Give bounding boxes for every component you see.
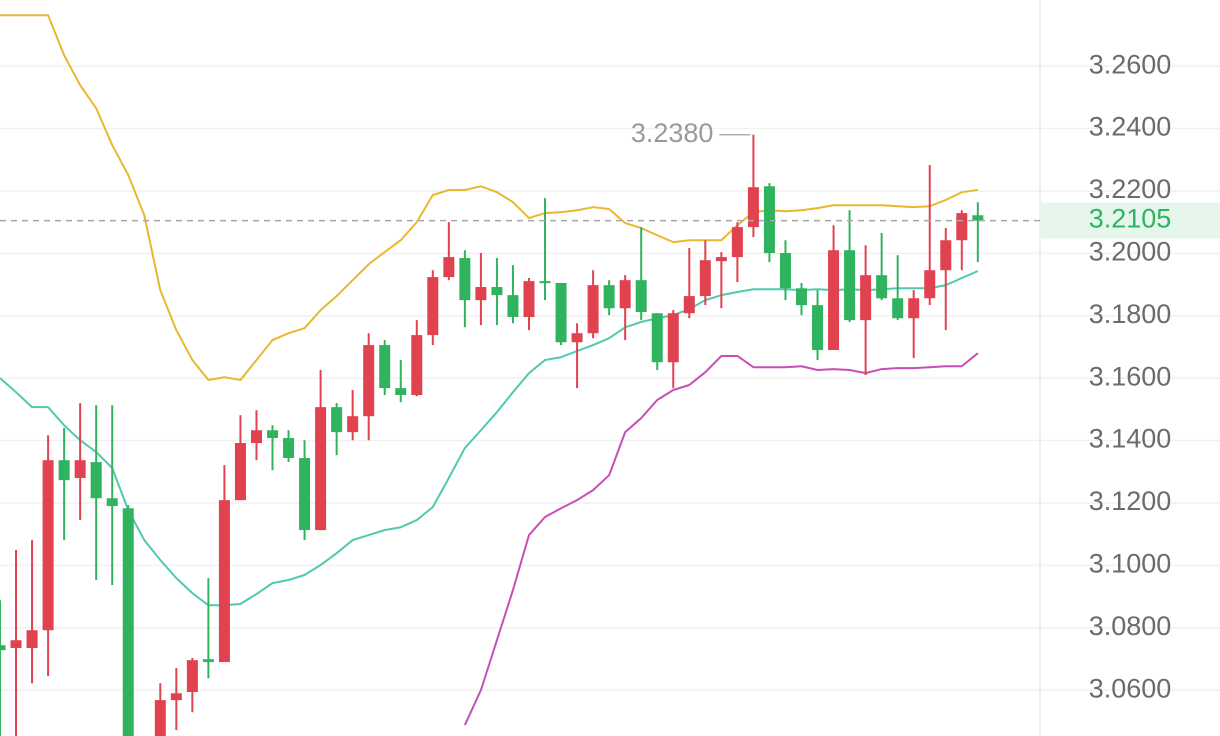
candle-body (427, 277, 439, 336)
candle-body (315, 407, 327, 531)
y-tick-label: 3.1400 (1089, 424, 1172, 454)
candle-body (395, 388, 407, 395)
candle-body (587, 285, 599, 334)
candle-body (747, 187, 759, 228)
candle-body (0, 645, 6, 651)
candle-body (443, 257, 455, 278)
band-line (0, 14, 978, 382)
candle-body (651, 313, 663, 363)
candle-body (186, 660, 198, 693)
candle-body (122, 508, 134, 736)
band-line (0, 270, 979, 607)
last-price-label: 3.2105 (1089, 204, 1172, 234)
candle-body (667, 313, 679, 363)
last-price-box (1040, 202, 1220, 239)
candle-body (763, 186, 775, 254)
y-tick-label: 3.1000 (1089, 548, 1172, 578)
candle-body (42, 460, 54, 631)
y-tick-label: 3.2400 (1089, 112, 1172, 142)
candle-body (828, 250, 840, 351)
candle-body (202, 659, 214, 663)
candle-body (331, 407, 343, 433)
candle-body (154, 700, 166, 736)
candle-body (619, 280, 631, 309)
candle-body (267, 430, 279, 439)
candle-body (972, 215, 984, 221)
candle-body (507, 295, 519, 317)
candle-body (26, 630, 38, 649)
candle-body (347, 416, 359, 433)
candle-body (635, 280, 647, 312)
candle-body (523, 281, 535, 317)
candle-body (956, 213, 968, 241)
candle-body (844, 250, 856, 321)
candle-body (683, 296, 695, 314)
candle-body (411, 335, 423, 395)
candle-body (603, 285, 615, 309)
candle-body (779, 253, 791, 289)
candle-body (908, 298, 920, 319)
candle-body (10, 640, 22, 649)
y-tick-label: 3.2200 (1089, 174, 1172, 204)
candle-body (379, 345, 391, 389)
candle-body (90, 462, 102, 499)
y-tick-label: 3.0800 (1089, 611, 1172, 641)
y-tick-label: 3.0600 (1089, 673, 1172, 703)
candle-body (250, 430, 262, 444)
candle-body (218, 500, 230, 663)
max-marker-label: 3.2380 (631, 118, 714, 148)
candle-body (715, 257, 727, 262)
candle-body (283, 438, 295, 459)
plot-area (0, 14, 984, 736)
candle-body (860, 275, 872, 321)
candle-body (170, 693, 182, 701)
candle-body (796, 288, 807, 306)
candle-body (299, 458, 311, 531)
candle-body (74, 460, 86, 478)
candle-body (555, 282, 567, 343)
price-axis: 3.0600 3.0800 3.1000 3.1200 3.1400 3.1600 3.18… (1089, 49, 1172, 703)
candle-body (571, 333, 583, 343)
candle-body (924, 270, 936, 299)
y-tick-label: 3.1800 (1089, 299, 1172, 329)
candle-body (892, 298, 904, 319)
candle-body (699, 260, 711, 297)
y-tick-label: 3.2600 (1089, 49, 1172, 79)
candle-body (876, 275, 888, 299)
candle-body (106, 498, 118, 507)
candle-body (491, 287, 503, 296)
candle-body (812, 305, 824, 351)
candle-body (234, 443, 246, 501)
grid (0, 65, 1220, 691)
y-tick-label: 3.1600 (1089, 361, 1172, 391)
candle-body (363, 345, 375, 417)
candle-body (940, 240, 952, 271)
candle-body (58, 460, 70, 481)
band-line (463, 352, 979, 726)
candle-body (539, 281, 551, 284)
candle-body (475, 287, 487, 301)
candle-body (731, 227, 743, 258)
y-tick-label: 3.1200 (1089, 486, 1172, 516)
candle-body (459, 258, 471, 301)
y-tick-label: 3.2000 (1089, 236, 1172, 266)
